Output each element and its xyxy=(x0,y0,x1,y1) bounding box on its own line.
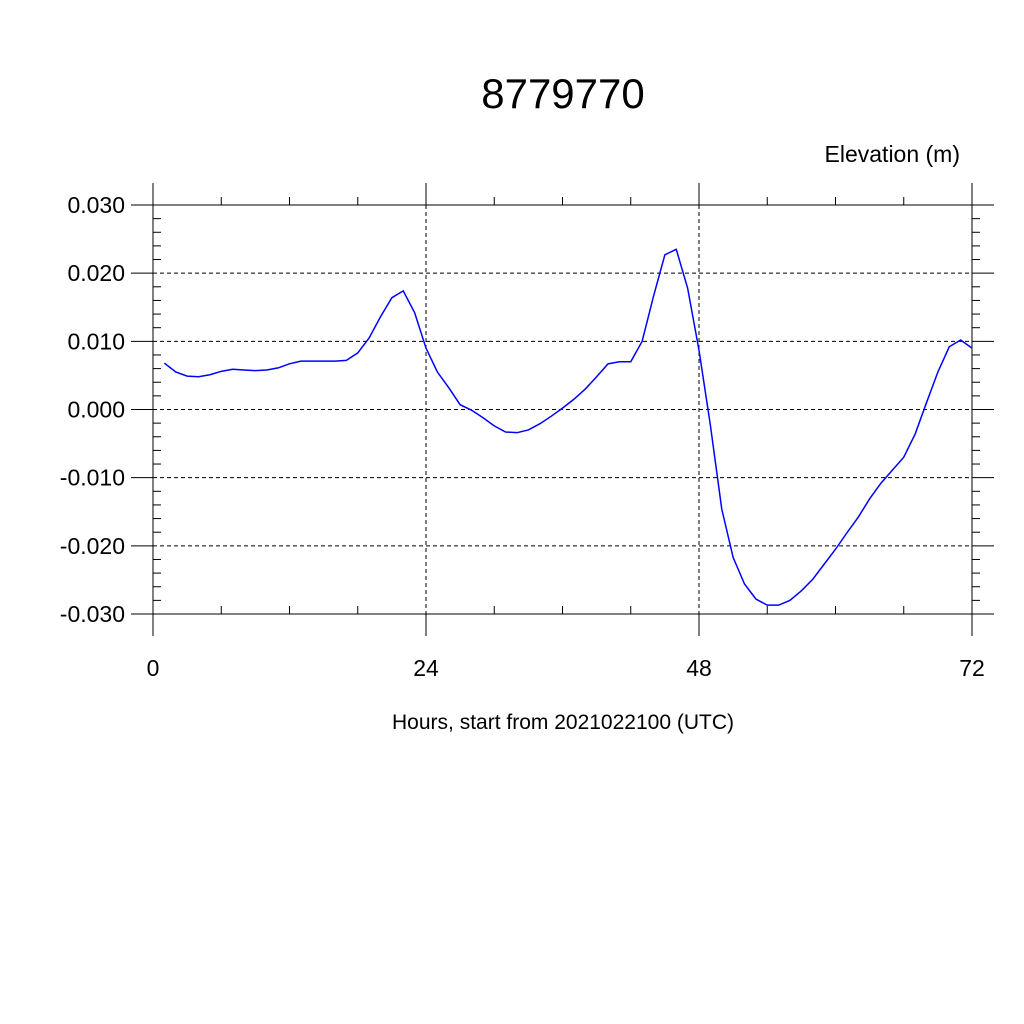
y-tick-label: -0.030 xyxy=(60,601,125,627)
y-tick-label: 0.030 xyxy=(67,192,125,218)
chart-title: 8779770 xyxy=(481,70,645,117)
y-tick-label: 0.010 xyxy=(67,328,125,354)
data-line xyxy=(163,248,973,606)
x-axis-label: Hours, start from 2021022100 (UTC) xyxy=(392,711,734,734)
x-tick-label: 24 xyxy=(413,655,439,681)
y-tick-label: -0.010 xyxy=(60,465,125,491)
plot-frame xyxy=(152,204,973,615)
x-tick-label: 48 xyxy=(686,655,712,681)
y-tick-label: 0.020 xyxy=(67,260,125,286)
y-tick-label: -0.020 xyxy=(60,533,125,559)
x-tick-label: 0 xyxy=(147,655,160,681)
y-tick-label: 0.000 xyxy=(67,397,125,423)
x-tick-label: 72 xyxy=(959,655,985,681)
y-axis-label: Elevation (m) xyxy=(825,141,960,167)
